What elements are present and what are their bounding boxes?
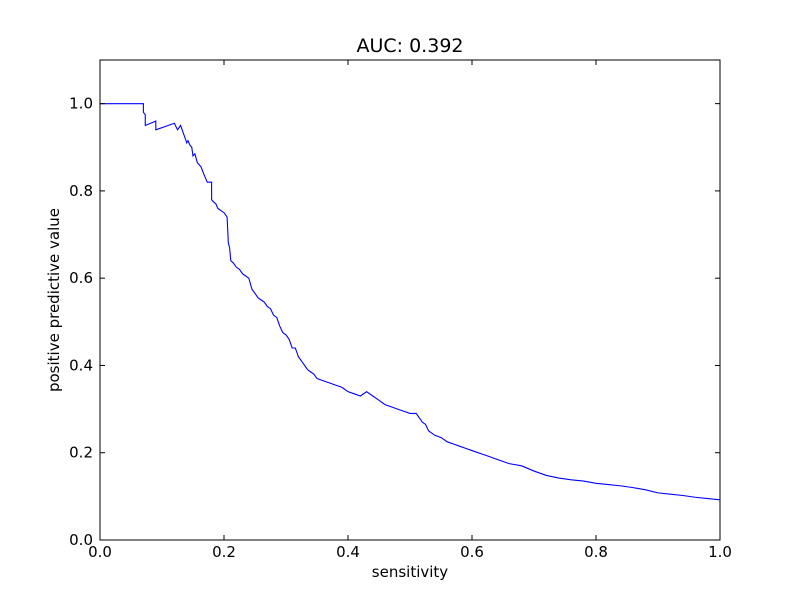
y-tick-label: 0.4 (69, 356, 93, 374)
y-tick-label: 0.8 (69, 182, 93, 200)
axis-ticks: 0.0 0.2 0.4 0.6 0.8 1.0 0.0 0.2 0.4 0.6 0.8 1.0 (69, 60, 732, 561)
x-tick-label: 0.0 (88, 543, 112, 561)
y-tick-label: 0.6 (69, 269, 93, 287)
y-tick-label: 0.2 (69, 444, 93, 462)
x-tick-label: 0.6 (460, 543, 484, 561)
x-tick-label: 1.0 (708, 543, 732, 561)
ppv-curve-line (100, 103, 721, 501)
x-tick-label: 0.4 (336, 543, 360, 561)
chart-title: AUC: 0.392 (356, 35, 463, 57)
plot-frame (99, 59, 721, 541)
x-axis-label: sensitivity (372, 563, 449, 581)
x-tick-label: 0.2 (212, 543, 236, 561)
y-axis-label: positive predictive value (45, 208, 63, 392)
x-tick-label: 0.8 (584, 543, 608, 561)
y-tick-label: 0.0 (69, 531, 93, 549)
plot-area (100, 103, 721, 501)
y-tick-label: 1.0 (69, 95, 93, 113)
